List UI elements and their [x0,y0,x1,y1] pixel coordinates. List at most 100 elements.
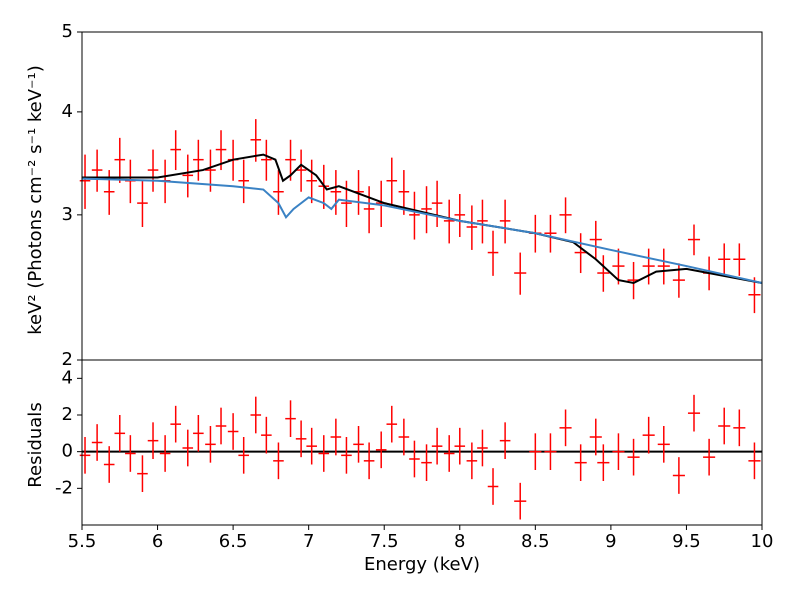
x-tick-label: 8.5 [521,531,550,552]
error-bar [612,248,625,285]
error-bar [273,170,284,215]
error-bar [79,154,91,209]
x-tick-label: 9 [605,531,616,552]
error-bar [477,199,488,244]
error-bar [250,396,262,434]
error-bar [733,409,746,447]
axes-frame [81,31,763,361]
model-line [81,177,763,284]
error-bar [250,119,262,162]
error-bar [125,159,136,204]
error-bar [748,277,761,314]
error-bar [353,426,364,463]
error-bar [454,193,466,238]
error-bar [559,409,572,447]
error-bar [642,248,655,285]
error-bar [193,415,204,452]
error-bar [409,440,420,478]
x-tick-label: 10 [751,531,774,552]
y-tick-label: 2 [62,349,73,370]
error-bar [544,433,557,470]
error-bar [514,482,527,520]
error-bar [597,444,610,481]
error-bar [238,437,249,474]
error-bar [79,437,91,474]
error-bar [748,442,761,480]
error-bar [227,413,239,450]
axes-frame [81,359,763,526]
error-bar [431,180,443,227]
error-bar [499,199,511,244]
error-bar [182,154,194,198]
error-bar [487,230,499,276]
error-bar [375,431,387,469]
error-bar [431,427,443,465]
error-bar [529,433,542,470]
x-tick-label: 6.5 [219,531,248,552]
y-tick-label: -2 [55,477,73,498]
y-tick-label: 3 [62,204,73,225]
error-bar [182,429,194,467]
error-bar [91,149,103,192]
error-bar [238,159,249,204]
error-bar [443,435,455,472]
error-bar [137,180,148,227]
error-bar [341,437,352,474]
error-bar [193,139,204,181]
error-bar [612,433,625,470]
error-bar [627,438,640,476]
error-bar [330,418,342,456]
error-bar [574,444,587,481]
x-tick-label: 8 [454,531,465,552]
error-bar [642,416,655,454]
error-bar [398,418,410,456]
error-bar [657,248,670,285]
error-bar [544,214,557,253]
error-bar [514,252,527,295]
error-bar [574,233,587,274]
error-bar [718,407,731,445]
y-tick-label: 4 [62,101,73,122]
error-bar [205,426,216,463]
error-bar [330,170,342,215]
error-bar [657,426,670,463]
error-bar [559,197,572,234]
error-bar [687,224,701,256]
error-bar [170,405,181,443]
error-bar [589,220,602,260]
error-bar [170,130,181,171]
error-bar [125,435,136,472]
error-bar [306,159,317,204]
y-axis-label: Residuals [25,402,46,487]
error-bar [466,442,478,480]
error-bar [215,407,227,445]
error-bar [703,438,716,476]
error-bar [454,427,466,465]
error-bar [672,457,685,494]
x-tick-label: 6 [152,531,163,552]
error-bar [159,435,171,472]
error-bar [91,424,103,461]
y-tick-label: 5 [62,21,73,42]
error-bar [718,243,731,276]
y-tick-label: 2 [62,404,73,425]
error-bar [466,205,478,250]
error-bar [363,442,375,480]
error-bar [285,400,296,437]
error-bar [487,468,499,505]
error-bar [114,415,126,452]
model-line [82,153,763,285]
error-bar [114,137,126,183]
error-bar [363,186,375,234]
error-bar [477,429,488,467]
error-bar [421,444,432,481]
error-bar [147,422,159,459]
error-bar [295,420,307,458]
error-bar [103,446,115,483]
error-bar [318,435,330,472]
error-bar [285,139,296,181]
y-tick-label: 0 [62,441,73,462]
error-bar [687,394,701,432]
error-bar [147,149,159,192]
